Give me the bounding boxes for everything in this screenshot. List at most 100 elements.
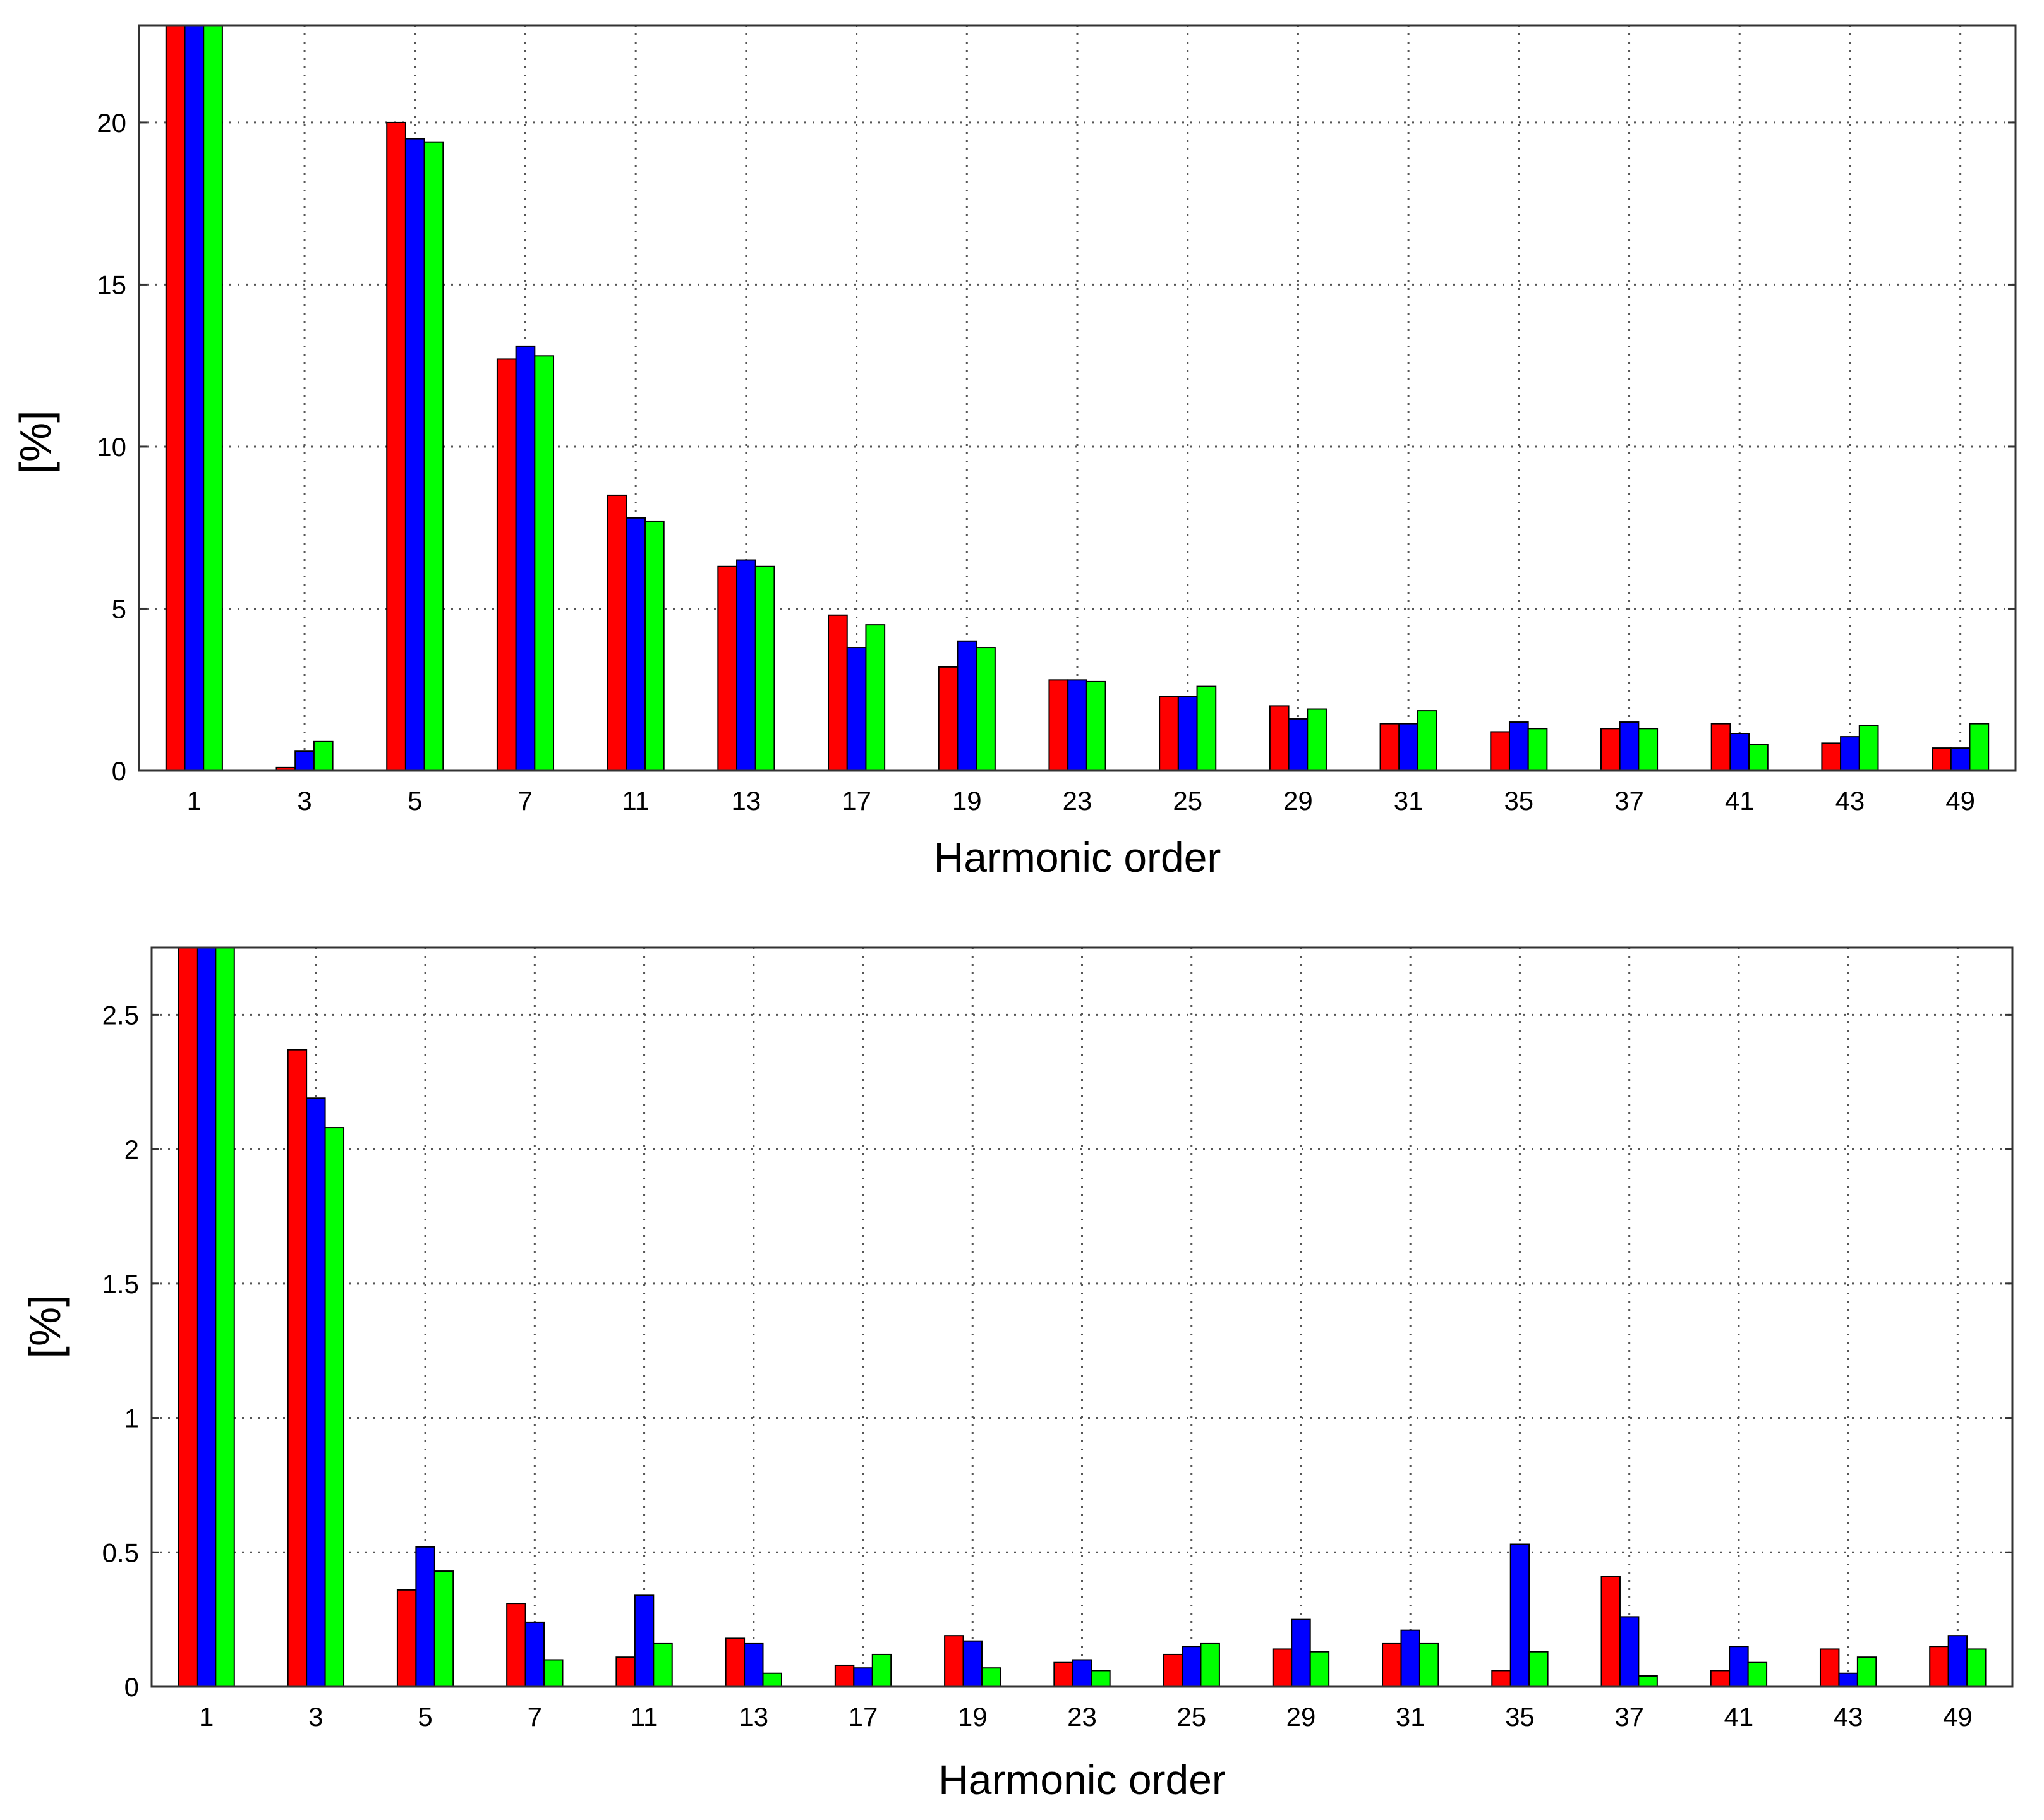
top-xtick-label: 37 — [1614, 786, 1644, 816]
bottom-bar-h29-s1 — [1272, 1648, 1293, 1687]
bottom-ytick-label: 2.5 — [102, 1000, 139, 1030]
bottom-bar-h41-s3 — [1747, 1661, 1768, 1687]
top-bar-h1-s2 — [184, 25, 205, 771]
bottom-xtick-label: 11 — [631, 1702, 658, 1732]
bottom-bar-h29-s3 — [1309, 1651, 1330, 1688]
bottom-bar-h43-s1 — [1819, 1648, 1840, 1687]
top-bar-h41-s3 — [1748, 744, 1769, 772]
top-xtick-label: 1 — [187, 786, 202, 816]
bottom-bar-h49-s1 — [1929, 1646, 1949, 1688]
bottom-bar-h7-s3 — [543, 1659, 564, 1688]
top-bar-h43-s3 — [1858, 725, 1879, 772]
bottom-bar-h3-s1 — [287, 1049, 308, 1687]
bottom-bar-h49-s2 — [1947, 1635, 1968, 1687]
top-bar-h31-s3 — [1417, 710, 1437, 771]
top-xtick-label: 7 — [518, 786, 533, 816]
bottom-xtick-label: 23 — [1067, 1702, 1097, 1732]
bottom-bar-h25-s2 — [1182, 1646, 1202, 1688]
bottom-bar-h35-s3 — [1528, 1651, 1549, 1688]
top-bar-h17-s2 — [846, 647, 867, 771]
bottom-ytick-label: 0 — [124, 1672, 139, 1702]
bottom-xtick-label: 49 — [1943, 1702, 1973, 1732]
bottom-bar-h37-s1 — [1600, 1576, 1621, 1688]
top-bar-h23-s3 — [1085, 680, 1106, 772]
bottom-bar-h19-s2 — [962, 1640, 983, 1687]
bottom-xtick-label: 7 — [528, 1702, 542, 1732]
top-xtick-label: 13 — [732, 786, 761, 816]
top-bar-h25-s1 — [1159, 696, 1179, 771]
top-bar-h13-s1 — [717, 565, 738, 771]
bottom-bar-h3-s3 — [324, 1127, 345, 1687]
bottom-bar-h31-s1 — [1382, 1642, 1402, 1687]
top-ytick-label: 0 — [112, 756, 126, 786]
top-xtick-label: 19 — [952, 786, 982, 816]
bottom-xtick-label: 29 — [1286, 1702, 1316, 1732]
top-xtick-label: 25 — [1173, 786, 1202, 816]
bottom-bar-h11-s2 — [634, 1594, 655, 1687]
top-bar-h17-s3 — [865, 624, 886, 771]
bottom-y-axis-label: [%] — [20, 1294, 70, 1358]
bottom-ytick-label: 2 — [124, 1135, 139, 1164]
bottom-xtick-label: 35 — [1505, 1702, 1535, 1732]
top-bar-h25-s3 — [1196, 685, 1217, 771]
chart-bottom-current-harmonics: 00.511.522.51 3 5 7 11 13 17 19 23 25 29 31 35 37 41 43… — [20, 946, 2014, 1803]
bottom-bar-h11-s1 — [615, 1656, 636, 1687]
bottom-xtick-label: 41 — [1724, 1702, 1754, 1732]
bottom-bar-h11-s3 — [653, 1642, 673, 1687]
bottom-xtick-label: 37 — [1614, 1702, 1644, 1732]
top-xtick-label: 5 — [408, 786, 422, 816]
bottom-bar-h17-s2 — [853, 1667, 873, 1688]
bottom-bar-h41-s2 — [1729, 1646, 1749, 1688]
bottom-xtick-label: 1 — [199, 1702, 214, 1732]
bottom-bar-h37-s2 — [1619, 1616, 1640, 1688]
bottom-bar-h5-s3 — [433, 1570, 454, 1687]
top-bar-h23-s2 — [1067, 679, 1087, 771]
top-bar-h41-s1 — [1710, 723, 1731, 771]
top-bar-h43-s1 — [1821, 742, 1842, 772]
bottom-ytick-label: 1.5 — [102, 1269, 139, 1299]
top-bar-h1-s3 — [203, 25, 223, 771]
bottom-xtick-label: 25 — [1176, 1702, 1206, 1732]
top-bar-h35-s3 — [1527, 728, 1548, 771]
top-bar-h13-s2 — [736, 559, 756, 771]
top-xtick-label: 31 — [1394, 786, 1424, 816]
top-bar-h35-s1 — [1490, 731, 1510, 772]
bottom-bar-h49-s3 — [1966, 1648, 1987, 1687]
top-bar-h37-s1 — [1600, 728, 1621, 771]
bottom-bar-h7-s2 — [524, 1621, 545, 1687]
top-xtick-label: 35 — [1504, 786, 1533, 816]
bottom-ytick-label: 0.5 — [102, 1538, 139, 1567]
top-bar-h11-s1 — [607, 494, 627, 771]
top-y-axis-label: [%] — [11, 410, 60, 474]
bottom-bar-h37-s3 — [1638, 1675, 1658, 1688]
bottom-bar-h17-s3 — [871, 1653, 892, 1688]
top-bar-h17-s1 — [828, 614, 848, 771]
top-ytick-label: 20 — [97, 108, 126, 138]
top-bar-h1-s1 — [165, 25, 186, 771]
bottom-xtick-label: 43 — [1834, 1702, 1863, 1732]
bottom-bar-h1-s2 — [196, 947, 217, 1687]
bottom-bar-h43-s3 — [1856, 1656, 1877, 1687]
top-bar-h23-s1 — [1048, 679, 1069, 771]
top-bar-h29-s3 — [1307, 708, 1327, 771]
top-xtick-label: 29 — [1283, 786, 1313, 816]
bottom-bar-h19-s1 — [944, 1635, 964, 1687]
top-bar-h31-s1 — [1379, 723, 1400, 771]
top-bar-h49-s3 — [1969, 723, 1990, 771]
top-x-axis-label: Harmonic order — [934, 834, 1221, 881]
top-bar-h25-s2 — [1177, 696, 1198, 771]
top-bar-h41-s2 — [1729, 733, 1750, 771]
top-bar-h35-s2 — [1508, 721, 1529, 771]
bottom-bar-h29-s2 — [1291, 1618, 1311, 1688]
bottom-xtick-label: 17 — [849, 1702, 878, 1732]
bottom-bar-h25-s1 — [1163, 1653, 1183, 1688]
bottom-bar-h7-s1 — [506, 1603, 526, 1688]
top-bar-h7-s2 — [515, 345, 536, 771]
bottom-xtick-label: 5 — [418, 1702, 432, 1732]
bottom-bar-h5-s1 — [396, 1589, 417, 1688]
bottom-bar-h31-s2 — [1400, 1629, 1420, 1687]
top-xtick-label: 11 — [622, 786, 650, 816]
top-xtick-label: 41 — [1725, 786, 1755, 816]
